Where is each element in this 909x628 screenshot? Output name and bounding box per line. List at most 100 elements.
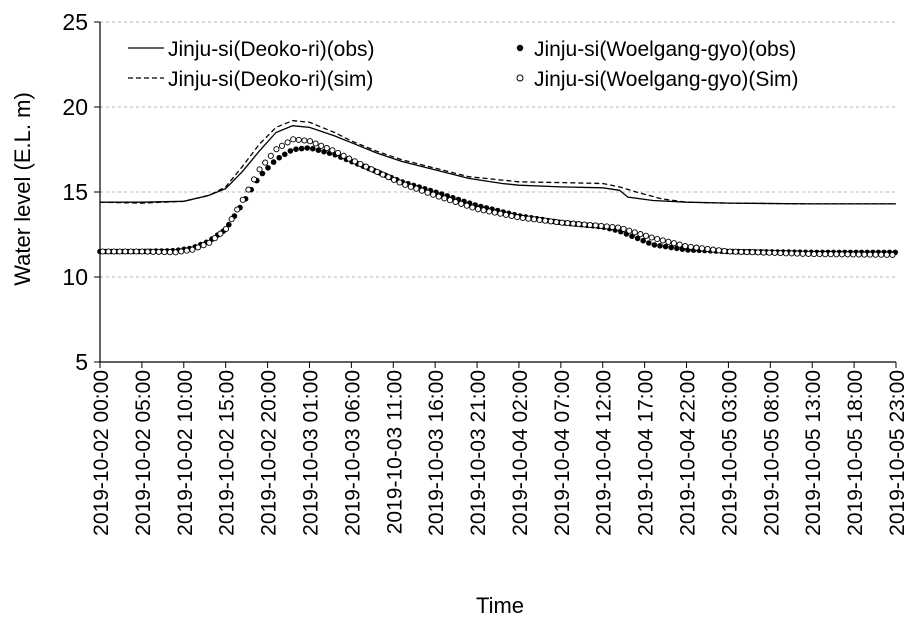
series-point-3 xyxy=(133,248,140,255)
series-point-3 xyxy=(581,221,588,228)
series-point-3 xyxy=(155,248,162,255)
series-point-3 xyxy=(424,189,431,196)
series-point-3 xyxy=(239,196,246,203)
series-point-3 xyxy=(99,248,106,255)
y-tick-label: 10 xyxy=(62,264,88,290)
series-point-3 xyxy=(586,221,594,229)
series-point-3 xyxy=(782,250,790,257)
series-point-3 xyxy=(889,251,896,258)
series-point-3 xyxy=(250,176,258,183)
legend-label: Jinju-si(Woelgang-gyo)(obs) xyxy=(534,38,796,61)
series-point-3 xyxy=(312,140,319,147)
series-point-3 xyxy=(676,241,683,248)
series-point-3 xyxy=(536,216,543,224)
x-tick-label: 2019-10-05 18:00 xyxy=(844,370,867,536)
series-point-3 xyxy=(194,244,202,251)
series-point-3 xyxy=(161,249,168,256)
x-tick-label: 2019-10-03 21:00 xyxy=(467,370,490,536)
series-point-3 xyxy=(508,212,515,220)
series-point-3 xyxy=(127,248,134,255)
series-point-3 xyxy=(603,223,610,230)
series-point-3 xyxy=(866,251,874,258)
series-point-2 xyxy=(310,145,316,152)
series-point-3 xyxy=(654,235,661,243)
legend-label: Jinju-si(Woelgang-gyo)(Sim) xyxy=(534,68,799,91)
series-point-3 xyxy=(749,249,756,256)
series-point-3 xyxy=(150,248,157,255)
series-point-3 xyxy=(777,250,784,257)
series-point-3 xyxy=(771,249,778,256)
x-tick-label: 2019-10-02 00:00 xyxy=(90,370,113,536)
series-point-3 xyxy=(670,240,678,247)
series-point-3 xyxy=(704,245,711,253)
series-point-2 xyxy=(282,151,288,158)
series-point-3 xyxy=(256,166,263,173)
series-point-3 xyxy=(659,237,666,244)
series-point-3 xyxy=(743,249,750,256)
series-point-3 xyxy=(144,248,151,255)
series-point-3 xyxy=(693,244,700,251)
series-point-3 xyxy=(592,222,599,229)
series-point-3 xyxy=(435,193,442,200)
series-point-3 xyxy=(754,249,762,256)
series-point-2 xyxy=(315,147,322,153)
series-point-2 xyxy=(662,243,669,250)
series-point-3 xyxy=(116,248,123,255)
series-point-3 xyxy=(228,216,235,223)
axes xyxy=(94,21,897,368)
series-point-3 xyxy=(760,249,767,256)
x-tick-label: 2019-10-03 11:00 xyxy=(383,370,406,534)
series-point-3 xyxy=(838,251,846,258)
series-point-3 xyxy=(418,187,426,194)
series-point-2 xyxy=(657,243,663,249)
series-point-3 xyxy=(217,230,224,237)
series-line-0 xyxy=(100,125,896,205)
series-point-3 xyxy=(547,218,554,225)
series-point-3 xyxy=(262,159,269,166)
series-point-3 xyxy=(665,238,672,245)
series-point-3 xyxy=(816,251,823,258)
x-tick-label: 2019-10-04 07:00 xyxy=(551,370,574,536)
series-point-3 xyxy=(553,219,560,226)
series-point-3 xyxy=(357,160,364,168)
series-point-3 xyxy=(631,229,638,236)
series-point-3 xyxy=(794,250,801,257)
series-point-3 xyxy=(530,216,538,223)
series-point-3 xyxy=(542,217,549,224)
series-point-3 xyxy=(855,251,862,258)
series-point-3 xyxy=(267,152,274,159)
series-point-3 xyxy=(390,176,398,183)
series-point-2 xyxy=(226,221,232,228)
series-point-3 xyxy=(178,248,185,255)
series-point-3 xyxy=(211,235,218,242)
series-point-3 xyxy=(570,220,577,227)
series-point-3 xyxy=(626,227,633,234)
series-point-3 xyxy=(446,197,454,204)
series-point-3 xyxy=(295,136,302,143)
series-point-3 xyxy=(598,222,605,229)
series-point-3 xyxy=(351,158,358,165)
x-tick-label: 2019-10-02 20:00 xyxy=(258,370,281,536)
series-point-3 xyxy=(883,251,890,258)
series-point-2 xyxy=(293,146,299,152)
series-point-3 xyxy=(810,251,818,258)
series-point-3 xyxy=(514,214,521,221)
x-tick-label: 2019-10-03 06:00 xyxy=(341,370,364,536)
y-tick-label: 15 xyxy=(62,179,88,205)
series-point-3 xyxy=(430,191,437,198)
series-point-3 xyxy=(614,224,622,231)
series-point-3 xyxy=(469,204,476,211)
series-point-3 xyxy=(738,248,745,255)
series-point-3 xyxy=(441,195,448,202)
series-point-3 xyxy=(637,231,644,238)
series-point-3 xyxy=(721,247,728,255)
series-point-3 xyxy=(799,250,806,257)
series-point-3 xyxy=(402,181,409,188)
y-axis-title: Water level (E.L. m) xyxy=(10,92,35,286)
series-point-3 xyxy=(687,243,694,250)
series-point-3 xyxy=(486,208,493,215)
series-point-3 xyxy=(329,147,336,154)
series-point-3 xyxy=(642,232,650,239)
series-point-3 xyxy=(206,239,213,246)
series-point-2 xyxy=(640,237,646,244)
